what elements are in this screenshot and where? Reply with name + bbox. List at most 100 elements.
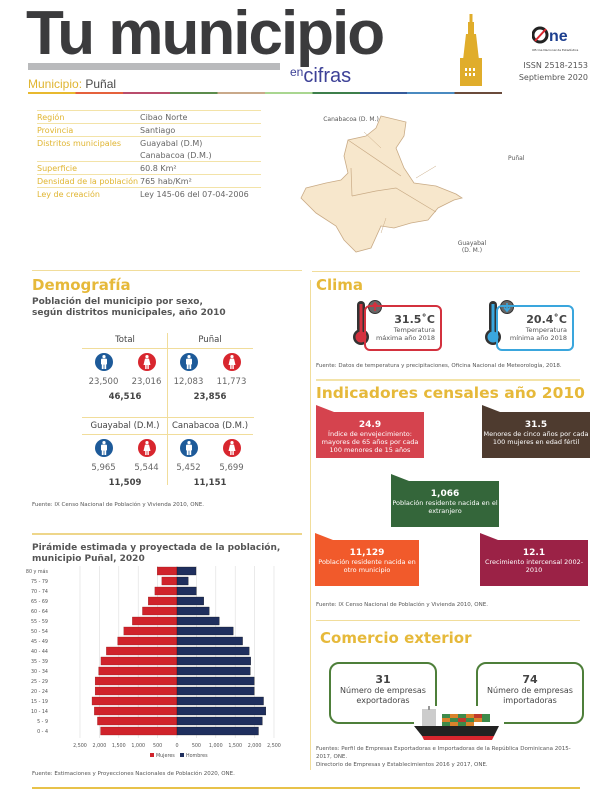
bar-mujeres bbox=[100, 656, 178, 666]
issn-block: ISSN 2518-2153 Septiembre 2020 bbox=[519, 60, 588, 84]
page-title: Tu municipio bbox=[26, 0, 385, 68]
men-count: 23,500 bbox=[88, 377, 119, 387]
grid-hline bbox=[82, 417, 254, 418]
male-icon bbox=[179, 353, 198, 371]
info-table: Región Cibao Norte Provincia Santiago Distri… bbox=[37, 110, 261, 200]
exporters-label: Número de empresas exportadoras bbox=[340, 686, 426, 705]
pyramid-source: Fuente: Estimaciones y Proyecciones Naci… bbox=[32, 771, 235, 777]
y-tick-label: 40 - 44 bbox=[31, 649, 48, 655]
indicadores-source: Fuente: IX Censo Nacional de Población y… bbox=[316, 602, 488, 608]
bar-mujeres bbox=[97, 716, 178, 726]
column-divider bbox=[310, 280, 311, 770]
importers-count: 74 bbox=[522, 673, 538, 686]
subtitle-small: en bbox=[290, 65, 304, 79]
cell-header: Canabacoa (D.M.) bbox=[167, 421, 253, 435]
female-icon bbox=[222, 353, 241, 371]
total-count: 23,856 bbox=[193, 392, 227, 402]
publication-date: Septiembre 2020 bbox=[518, 73, 588, 82]
map-label-guayabal: Guayabal (D. M.) bbox=[457, 240, 487, 254]
y-tick-label: 55 - 59 bbox=[31, 619, 48, 625]
indicator-label: Crecimiento intercensal 2002-2010 bbox=[484, 558, 584, 574]
bar-hombres bbox=[176, 716, 263, 726]
subtitle: encifras bbox=[290, 61, 351, 87]
population-cell: Guayabal (D.M.) 5,965 5,544 11,509 bbox=[82, 421, 168, 488]
y-tick-label: 45 - 49 bbox=[31, 639, 48, 645]
importers-card: 74 Número de empresas importadoras bbox=[476, 662, 584, 724]
pyramid-title-2: municipio Puñal, 2020 bbox=[32, 554, 145, 564]
municipio-label: Municipio: Puñal bbox=[28, 77, 116, 91]
comercio-title: Comercio exterior bbox=[320, 629, 472, 647]
population-cell: Puñal 12,083 11,773 23,856 bbox=[167, 335, 253, 402]
info-value: Guayabal (D.M) bbox=[140, 139, 203, 148]
x-tick-label: 500 bbox=[192, 743, 201, 749]
divider bbox=[32, 533, 302, 535]
temp-max-label: Temperatura bbox=[393, 326, 435, 334]
bar-mujeres bbox=[94, 676, 178, 686]
info-key: Región bbox=[37, 113, 65, 122]
cell-header: Guayabal (D.M.) bbox=[82, 421, 168, 435]
bar-hombres bbox=[176, 626, 234, 636]
issn: ISSN 2518-2153 bbox=[523, 61, 588, 70]
demografia-subtitle: Población del municipio por sexo, según d… bbox=[32, 297, 226, 319]
x-tick-label: 2,000 bbox=[93, 743, 107, 749]
bar-mujeres bbox=[106, 646, 178, 656]
municipio-key: Municipio: bbox=[28, 77, 83, 91]
info-row: Densidad de la población 765 hab/Km² bbox=[37, 174, 261, 187]
cargo-ship-icon bbox=[414, 706, 504, 740]
info-value: 765 hab/Km² bbox=[140, 177, 192, 186]
female-icon bbox=[137, 439, 156, 457]
cell-header: Puñal bbox=[167, 335, 253, 349]
bar-mujeres bbox=[154, 586, 178, 596]
info-value: Cibao Norte bbox=[140, 113, 188, 122]
clima-source: Fuente: Datos de temperatura y precipita… bbox=[316, 363, 562, 369]
bar-mujeres bbox=[132, 616, 178, 626]
bar-hombres bbox=[176, 586, 197, 596]
divider bbox=[316, 379, 580, 381]
temp-max-value: 31.5˚C bbox=[394, 313, 435, 326]
population-cell: Total 23,500 23,016 46,516 bbox=[82, 335, 168, 402]
info-value: Ley 145-06 del 07-04-2006 bbox=[140, 190, 249, 199]
comercio-source-2: Directorio de Empresas y Establecimiento… bbox=[316, 762, 488, 768]
info-key: Ley de creación bbox=[37, 190, 100, 199]
info-key: Provincia bbox=[37, 126, 74, 135]
grid-vline bbox=[167, 333, 168, 485]
x-tick-label: 2,500 bbox=[267, 743, 281, 749]
importers-label: Número de empresas importadoras bbox=[487, 686, 573, 705]
tower-monument-icon bbox=[460, 14, 482, 86]
indicator-value: 1,066 bbox=[430, 489, 460, 499]
map-label-canabacoa: Canabacoa (D. M.) bbox=[323, 116, 379, 123]
divider bbox=[312, 271, 580, 272]
pyramid-title-1: Pirámide estimada y proyectada de la pob… bbox=[32, 543, 281, 553]
bar-hombres bbox=[176, 656, 251, 666]
bar-hombres bbox=[176, 726, 259, 736]
info-row: Región Cibao Norte bbox=[37, 110, 261, 123]
legend-hombres: Hombres bbox=[186, 753, 208, 759]
y-tick-label: 25 - 29 bbox=[31, 679, 48, 685]
bar-hombres bbox=[176, 616, 220, 626]
title-bar bbox=[28, 63, 280, 70]
bar-mujeres bbox=[142, 606, 178, 616]
y-tick-label: 50 - 54 bbox=[31, 629, 48, 635]
men-count: 5,965 bbox=[91, 463, 116, 473]
legend-swatch-mujeres bbox=[150, 753, 154, 757]
x-tick-label: 1,000 bbox=[131, 743, 145, 749]
temp-max-label-2: máxima año 2018 bbox=[375, 334, 435, 342]
indicator-label: Población residente nacida en el extranj… bbox=[392, 499, 498, 515]
indicator-value: 11,129 bbox=[349, 548, 385, 558]
info-key bbox=[37, 151, 140, 160]
map-label-punal: Puñal bbox=[508, 155, 525, 162]
bar-mujeres bbox=[123, 626, 178, 636]
info-value: Canabacoa (D.M.) bbox=[140, 151, 212, 160]
bar-mujeres bbox=[94, 686, 178, 696]
info-row: Canabacoa (D.M.) bbox=[37, 149, 261, 161]
temp-min-label-2: mínima año 2018 bbox=[509, 334, 567, 342]
x-tick-label: 0 bbox=[175, 743, 178, 749]
male-icon bbox=[94, 439, 113, 457]
indicator-value: 31.5 bbox=[524, 420, 548, 430]
temp-min-label: Temperatura bbox=[525, 326, 567, 334]
indicator-box: 31.5 Menores de cinco años por cada 100 m… bbox=[482, 405, 590, 458]
subtitle-line-1: Población del municipio por sexo, bbox=[32, 297, 203, 307]
y-tick-label: 65 - 69 bbox=[31, 599, 48, 605]
bar-hombres bbox=[176, 686, 255, 696]
bar-hombres bbox=[176, 636, 243, 646]
